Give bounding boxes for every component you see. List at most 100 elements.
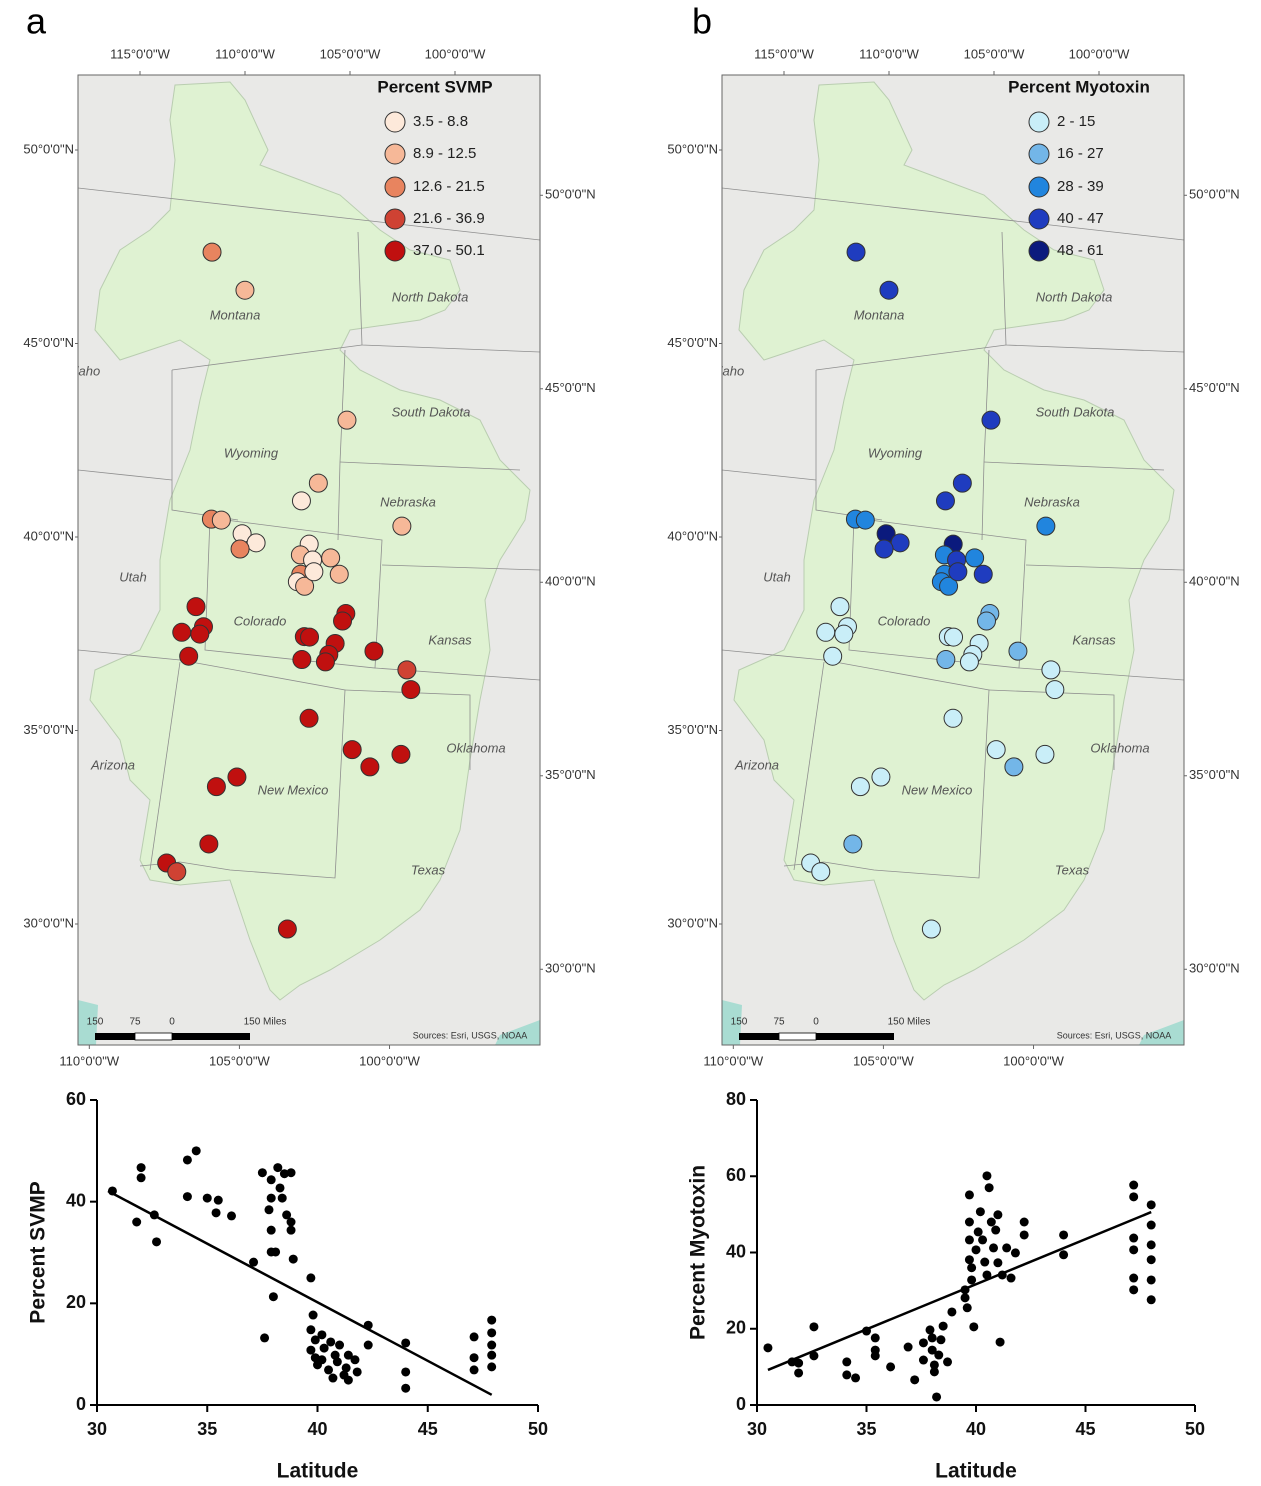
scale-bar bbox=[135, 1033, 172, 1040]
data-point bbox=[214, 1196, 223, 1205]
map-tick-label: 105°0'0"W bbox=[853, 1053, 914, 1068]
data-point bbox=[976, 1207, 985, 1216]
map-point bbox=[203, 243, 221, 261]
data-point bbox=[1129, 1274, 1138, 1283]
x-tick-label: 45 bbox=[1075, 1419, 1095, 1439]
x-axis-label: Latitude bbox=[935, 1460, 1017, 1483]
map-tick-label: 50°0'0"N bbox=[23, 141, 74, 156]
map-point bbox=[875, 540, 893, 558]
y-axis-label: Percent SVMP bbox=[27, 1181, 50, 1323]
map-point bbox=[228, 768, 246, 786]
legend-swatch bbox=[385, 144, 405, 164]
x-tick-label: 35 bbox=[856, 1419, 876, 1439]
data-point bbox=[258, 1168, 267, 1177]
map-point bbox=[949, 563, 967, 581]
data-point bbox=[269, 1292, 278, 1301]
legend-swatch bbox=[1029, 209, 1049, 229]
data-point bbox=[947, 1307, 956, 1316]
scale-bar bbox=[739, 1033, 779, 1040]
data-point bbox=[132, 1218, 141, 1227]
state-label: North Dakota bbox=[1036, 289, 1113, 304]
map-point bbox=[173, 623, 191, 641]
data-point bbox=[991, 1226, 1000, 1235]
data-point bbox=[401, 1384, 410, 1393]
legend-label: 37.0 - 50.1 bbox=[413, 242, 485, 259]
map-tick-label: 105°0'0"W bbox=[964, 46, 1025, 61]
map-point bbox=[1009, 642, 1027, 660]
map-tick-label: 100°0'0"W bbox=[359, 1053, 420, 1068]
scale-bar bbox=[95, 1033, 135, 1040]
data-point bbox=[309, 1311, 318, 1320]
data-point bbox=[928, 1333, 937, 1342]
data-point bbox=[487, 1316, 496, 1325]
map-point bbox=[301, 628, 319, 646]
panel-label: a bbox=[26, 1, 47, 42]
data-point bbox=[470, 1332, 479, 1341]
scale-label: 150 bbox=[731, 1017, 748, 1028]
map-point bbox=[361, 758, 379, 776]
data-point bbox=[1129, 1234, 1138, 1243]
data-point bbox=[470, 1353, 479, 1362]
data-point bbox=[1147, 1255, 1156, 1264]
data-point bbox=[993, 1210, 1002, 1219]
x-tick-label: 50 bbox=[1185, 1419, 1205, 1439]
data-point bbox=[926, 1325, 935, 1334]
state-label: Nebraska bbox=[380, 494, 436, 509]
map-point bbox=[812, 863, 830, 881]
map-point bbox=[880, 281, 898, 299]
map-tick-label: 30°0'0"N bbox=[23, 915, 74, 930]
map-point bbox=[322, 549, 340, 567]
data-point bbox=[794, 1368, 803, 1377]
state-label: Idaho bbox=[68, 363, 101, 378]
data-point bbox=[886, 1362, 895, 1371]
y-tick-label: 0 bbox=[736, 1394, 746, 1414]
data-point bbox=[965, 1235, 974, 1244]
map-point bbox=[338, 411, 356, 429]
state-label: Nebraska bbox=[1024, 494, 1080, 509]
data-point bbox=[317, 1330, 326, 1339]
scale-label: 0 bbox=[169, 1017, 175, 1028]
data-point bbox=[320, 1344, 329, 1353]
data-point bbox=[985, 1183, 994, 1192]
map-point bbox=[402, 681, 420, 699]
data-point bbox=[344, 1376, 353, 1385]
map-point bbox=[966, 549, 984, 567]
map-point bbox=[392, 745, 410, 763]
map-tick-label: 100°0'0"W bbox=[425, 46, 486, 61]
data-point bbox=[1007, 1274, 1016, 1283]
data-point bbox=[763, 1343, 772, 1352]
map-tick-label: 110°0'0"W bbox=[215, 46, 275, 61]
map-point bbox=[168, 863, 186, 881]
legend-label: 16 - 27 bbox=[1057, 145, 1104, 162]
data-point bbox=[961, 1293, 970, 1302]
data-point bbox=[871, 1333, 880, 1342]
data-point bbox=[980, 1258, 989, 1267]
legend-swatch bbox=[1029, 241, 1049, 261]
data-point bbox=[276, 1183, 285, 1192]
y-axis-label: Percent Myotoxin bbox=[687, 1165, 710, 1340]
state-label: Arizona bbox=[734, 757, 779, 772]
data-point bbox=[317, 1355, 326, 1364]
state-label: Idaho bbox=[712, 363, 745, 378]
x-tick-label: 40 bbox=[307, 1419, 327, 1439]
map-tick-label: 30°0'0"N bbox=[1189, 961, 1240, 976]
map-point bbox=[278, 920, 296, 938]
data-point bbox=[1147, 1200, 1156, 1209]
data-point bbox=[273, 1163, 282, 1172]
figure: a b MontanaIdahoNorth DakotaSouth Dakota… bbox=[0, 0, 1261, 1486]
map-point bbox=[191, 625, 209, 643]
map-tick-label: 35°0'0"N bbox=[667, 722, 718, 737]
legend-label: 40 - 47 bbox=[1057, 210, 1104, 227]
state-label: Colorado bbox=[234, 613, 287, 628]
state-label: South Dakota bbox=[392, 404, 471, 419]
fit-line bbox=[108, 1191, 492, 1395]
map-tick-label: 115°0'0"W bbox=[110, 46, 170, 61]
data-point bbox=[1129, 1181, 1138, 1190]
map-source: Sources: Esri, USGS, NOAA bbox=[413, 1030, 528, 1040]
map-tick-label: 35°0'0"N bbox=[545, 767, 596, 782]
map-point bbox=[305, 563, 323, 581]
data-point bbox=[487, 1362, 496, 1371]
data-point bbox=[965, 1190, 974, 1199]
y-tick-label: 20 bbox=[66, 1292, 86, 1312]
state-label: New Mexico bbox=[258, 782, 329, 797]
